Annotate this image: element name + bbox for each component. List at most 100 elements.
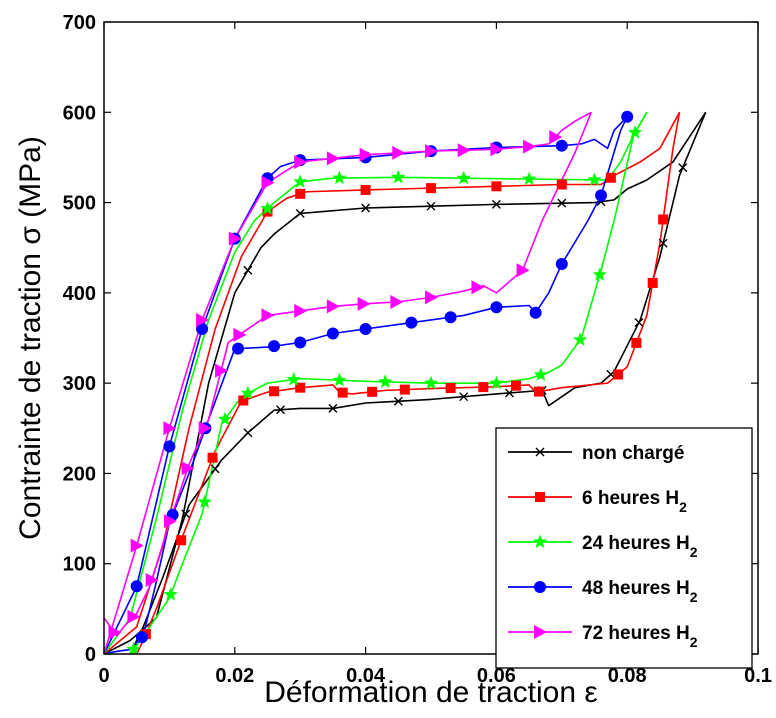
data-point: [634, 318, 644, 328]
data-point: [605, 172, 616, 183]
data-point: [261, 175, 275, 190]
data-point: [631, 337, 642, 348]
data-point: [357, 296, 371, 311]
data-point: [238, 395, 249, 406]
data-point: [391, 169, 406, 184]
data-point: [491, 181, 502, 192]
data-point: [360, 184, 371, 195]
data-point: [240, 385, 256, 400]
data-point: [426, 201, 436, 211]
legend-swatch-marker: [534, 625, 547, 639]
data-point: [613, 369, 624, 380]
x-tick-label: 0: [98, 665, 109, 687]
y-tick-label: 300: [63, 373, 96, 395]
data-point: [361, 203, 371, 213]
data-point: [658, 238, 668, 248]
data-point: [294, 336, 307, 349]
data-point: [268, 340, 281, 353]
series-line-unloading: [129, 111, 648, 654]
x-tick-label: 0.02: [215, 665, 254, 687]
data-point: [145, 572, 159, 587]
data-point: [181, 461, 195, 476]
data-point: [425, 144, 438, 159]
data-point: [130, 538, 144, 553]
data-point: [549, 130, 563, 145]
data-point: [164, 514, 178, 529]
legend-item: 72 heures H2: [508, 623, 698, 650]
data-point: [390, 294, 404, 309]
data-point: [228, 231, 242, 246]
y-tick-label: 200: [63, 463, 96, 485]
series-markers-2: [126, 125, 643, 656]
legend-item: non chargé: [508, 443, 684, 464]
x-tick-label: 0.08: [608, 665, 647, 687]
data-point: [359, 147, 373, 162]
y-tick-label: 400: [63, 283, 96, 305]
data-point: [478, 382, 489, 393]
data-point: [490, 301, 503, 314]
legend-label-main: 72 heures H: [582, 623, 690, 644]
data-point: [557, 198, 567, 208]
data-point: [392, 145, 406, 160]
legend-label: 72 heures H2: [582, 623, 698, 650]
data-point: [521, 171, 537, 186]
series-markers-1: [140, 172, 669, 640]
data-point: [135, 631, 148, 644]
legend-swatch-marker: [535, 447, 545, 457]
data-point: [207, 452, 218, 463]
data-point: [572, 332, 588, 346]
data-point: [332, 372, 347, 387]
data-point: [233, 327, 247, 342]
legend-label-subscript: 2: [690, 634, 698, 650]
x-tick-label: 0.06: [477, 665, 516, 687]
data-point: [529, 306, 542, 319]
data-point: [269, 386, 280, 397]
data-point: [260, 201, 275, 215]
data-point: [196, 322, 209, 335]
data-point: [261, 308, 275, 323]
data-point: [293, 174, 308, 188]
legend-item: 24 heures H2: [508, 533, 698, 560]
data-point: [471, 280, 485, 295]
legend-label-main: 6 heures H: [582, 488, 679, 509]
series-line-unloading: [135, 112, 681, 654]
y-tick-label: 0: [85, 644, 96, 666]
data-point: [276, 405, 286, 415]
data-point: [445, 383, 456, 394]
x-axis-title: Déformation de traction ε: [264, 676, 598, 709]
plot-frame: [103, 21, 759, 655]
legend-label: non chargé: [582, 443, 684, 464]
data-point: [621, 110, 634, 123]
data-point: [399, 384, 410, 395]
data-point: [210, 464, 220, 474]
series-markers-0: [181, 163, 688, 519]
legend-label-main: 24 heures H: [582, 533, 690, 554]
y-tick-label: 100: [63, 554, 96, 576]
data-point: [490, 142, 504, 157]
data-point: [295, 382, 306, 393]
data-point: [215, 363, 229, 378]
data-point: [332, 170, 347, 185]
data-point: [426, 183, 436, 194]
legend-label-subscript: 2: [690, 589, 698, 605]
data-point: [359, 322, 372, 335]
data-point: [337, 387, 348, 398]
legend-swatch-marker: [532, 534, 548, 549]
data-point: [444, 311, 457, 324]
data-point: [367, 386, 378, 397]
data-point: [523, 139, 537, 154]
data-point: [425, 290, 438, 305]
data-point: [555, 139, 568, 152]
y-axis-title: Contrainte de traction σ (MPa): [14, 136, 47, 540]
data-point: [491, 199, 501, 209]
data-point: [108, 625, 122, 640]
legend-label-subscript: 2: [679, 499, 687, 515]
data-point: [181, 509, 191, 519]
data-point: [556, 179, 567, 190]
series-1: [104, 111, 681, 654]
series-markers-4: [108, 130, 563, 640]
data-point: [197, 494, 212, 509]
data-point: [423, 375, 439, 390]
data-point: [658, 214, 669, 225]
